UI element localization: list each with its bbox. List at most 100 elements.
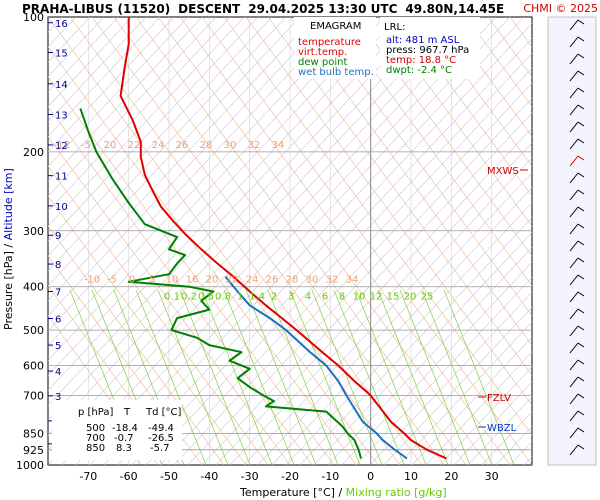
wind-barb	[569, 87, 579, 99]
altitude-tick-label: 9	[55, 231, 61, 242]
isotherm-label: 26	[176, 140, 189, 151]
isotherm-label: 28	[286, 275, 299, 286]
wind-barb-flag	[577, 70, 585, 76]
isotherm-line	[48, 17, 273, 257]
wind-barb-flag	[577, 308, 585, 314]
altitude-tick-label: 15	[55, 48, 68, 59]
isotherm-line	[48, 17, 245, 227]
pressure-tick-label: 200	[23, 146, 44, 159]
wind-barb	[569, 172, 579, 184]
lrl-title: LRL:	[384, 22, 405, 33]
pressure-tick-label: 300	[23, 225, 44, 238]
mixing-ratio-label: 0.5	[198, 292, 214, 303]
wind-barb-flag	[577, 359, 585, 365]
dry-adiabat-line	[267, 17, 532, 376]
isotherm-line	[48, 17, 301, 287]
isotherm-line	[48, 17, 413, 406]
isotherm-line	[48, 17, 175, 152]
altitude-tick-label: 8	[55, 260, 61, 271]
mxws-label: MXWS	[487, 166, 519, 177]
x-tick-label: -70	[79, 470, 97, 483]
dry-adiabat-line	[91, 17, 423, 465]
isotherm-line	[313, 232, 532, 465]
isotherm-line	[341, 261, 532, 465]
dry-adiabat-line	[333, 17, 532, 287]
pressure-tick-label: 600	[23, 360, 44, 373]
isotherm-line	[48, 17, 455, 451]
wind-barb-flag	[577, 325, 585, 331]
dry-adiabat-line	[48, 165, 269, 465]
isotherm-line	[271, 187, 532, 465]
isotherm-line	[48, 17, 189, 167]
dry-adiabat-line	[443, 17, 532, 137]
isotherm-line	[48, 17, 357, 346]
isotherm-line	[439, 366, 532, 465]
isotherm-line	[48, 17, 371, 361]
isotherm-line	[48, 17, 469, 465]
wind-barb-flag	[577, 291, 585, 297]
altitude-tick-label: 10	[55, 202, 68, 213]
lrl-dwpt: dwpt: -2.4 °C	[386, 65, 452, 76]
mixing-ratio-label: 25	[421, 292, 434, 303]
wind-barb	[569, 53, 579, 65]
isotherm-line	[48, 17, 203, 182]
mixing-ratio-line	[245, 289, 317, 465]
isotherm-label: 0	[129, 275, 135, 286]
mixing-ratio-line	[267, 289, 339, 465]
isotherm-label: -5	[107, 275, 117, 286]
isotherm-label: 32	[326, 275, 339, 286]
isotherm-line	[48, 17, 329, 317]
isotherm-line	[257, 172, 532, 465]
wind-barb	[569, 308, 579, 320]
wind-panel	[547, 16, 597, 466]
x-tick-label: -50	[160, 470, 178, 483]
lrl-temp: temp: 18.8 °C	[386, 55, 456, 66]
isotherm-label: 16	[186, 275, 199, 286]
dry-adiabat-line	[48, 315, 159, 465]
mixing-ratio-label: 1.4	[249, 292, 265, 303]
series-dew-point	[79, 108, 362, 459]
isotherm-line	[103, 17, 525, 465]
altitude-tick-label: 13	[55, 110, 68, 121]
dry-adiabat-line	[48, 135, 291, 465]
series-wet-bulb-temp	[224, 276, 408, 460]
lrl-press: press: 967.7 hPa	[386, 45, 469, 56]
isotherm-line	[383, 306, 532, 465]
isotherm-line	[131, 37, 532, 465]
isotherm-label: 32	[248, 140, 261, 151]
isotherm-label: 5	[149, 275, 155, 286]
isotherm-line	[355, 276, 532, 465]
wind-barb	[569, 19, 579, 31]
wind-barb-flag	[577, 427, 585, 433]
isotherm-line	[48, 17, 147, 122]
table-cell: -5.7	[150, 443, 170, 454]
table-cell: 500	[86, 423, 105, 434]
label-layer: -12 -5 20 22 24 26 28 30 32 34-10 -5 0 5 10 16 20 22 24 26…	[54, 140, 434, 303]
dry-adiabat-line	[48, 46, 357, 465]
pressure-tick-label: 500	[23, 324, 44, 337]
wind-barb	[569, 70, 579, 82]
mixing-ratio-line	[135, 289, 207, 465]
wind-barb-flag	[577, 240, 585, 246]
wind-barb	[569, 274, 579, 286]
dry-adiabat-line	[179, 17, 511, 465]
x-tick-label: -60	[120, 470, 138, 483]
altitude-tick-label: 5	[55, 341, 61, 352]
wind-barb-flag	[577, 19, 585, 25]
wind-barb	[569, 376, 579, 388]
wind-barb	[569, 291, 579, 303]
series-temperature	[119, 17, 447, 460]
mixing-ratio-line	[223, 289, 295, 465]
pressure-tick-label: 1000	[16, 459, 44, 472]
isotherm-line	[243, 157, 532, 465]
isotherm-line	[48, 17, 133, 108]
isotherm-label: 34	[272, 140, 285, 151]
dry-adiabat-line	[157, 17, 489, 465]
wind-barb	[569, 240, 579, 252]
isotherm-line	[159, 67, 532, 465]
wind-barb-flag	[577, 342, 585, 348]
mixing-ratio-line	[443, 289, 515, 465]
chart-title: PRAHA-LIBUS (11520) DESCENT 29.04.2025 13:…	[22, 2, 504, 16]
isotherm-line	[145, 52, 532, 465]
isotherm-line	[48, 17, 217, 197]
